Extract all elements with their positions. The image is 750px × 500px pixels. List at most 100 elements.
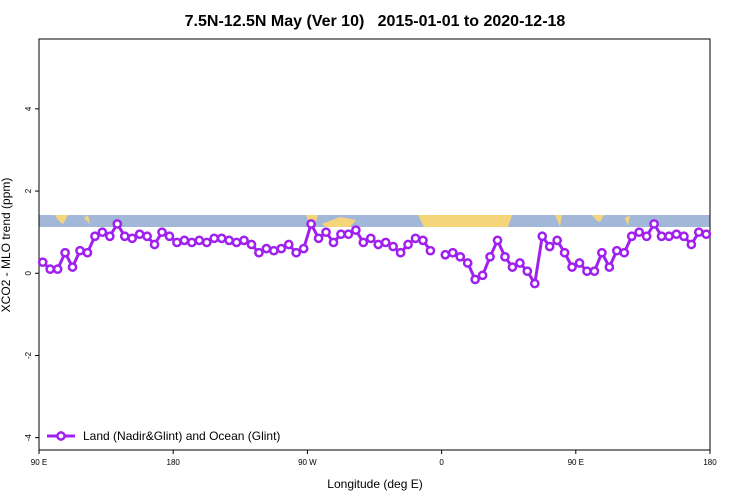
data-point xyxy=(358,237,369,248)
data-point xyxy=(380,237,391,248)
data-point xyxy=(485,251,495,262)
data-point xyxy=(134,229,145,240)
data-point xyxy=(492,235,503,246)
data-point xyxy=(425,245,436,256)
data-point xyxy=(231,237,242,248)
x-tick-label: 180 xyxy=(703,458,717,467)
data-point xyxy=(395,247,406,258)
data-point xyxy=(634,227,645,238)
data-point xyxy=(470,274,480,285)
data-point xyxy=(455,251,466,262)
data-point xyxy=(246,239,257,250)
data-point xyxy=(626,231,637,242)
data-point xyxy=(552,235,563,246)
data-point xyxy=(686,239,697,250)
data-point xyxy=(209,233,220,244)
data-point xyxy=(611,245,622,256)
data-point xyxy=(656,231,667,242)
data-point xyxy=(365,233,376,244)
data-point xyxy=(410,233,421,244)
x-tick-label: 90 E xyxy=(568,458,584,467)
data-point xyxy=(82,247,93,258)
data-point xyxy=(403,239,413,250)
data-point xyxy=(90,231,100,242)
data-point xyxy=(336,229,346,240)
data-point xyxy=(313,233,324,244)
data-point xyxy=(75,245,85,256)
x-tick-label: 0 xyxy=(439,458,444,467)
data-point xyxy=(52,264,63,275)
data-point xyxy=(619,247,630,258)
data-point xyxy=(186,237,197,248)
data-point xyxy=(298,243,309,254)
data-point xyxy=(172,237,182,248)
data-point xyxy=(306,219,316,229)
data-point xyxy=(567,262,577,272)
data-point xyxy=(164,231,175,242)
data-point xyxy=(500,251,510,262)
data-point xyxy=(440,249,451,260)
data-point xyxy=(582,266,592,277)
data-point xyxy=(507,262,518,272)
data-point xyxy=(693,227,704,238)
y-tick-label: -2 xyxy=(24,351,33,359)
data-point xyxy=(97,227,108,238)
chart-title: 7.5N-12.5N May (Ver 10) 2015-01-01 to 20… xyxy=(185,13,566,30)
x-axis-label: Longitude (deg E) xyxy=(327,477,422,491)
data-point xyxy=(462,258,473,268)
data-point xyxy=(589,266,600,277)
data-point xyxy=(641,231,652,242)
data-point xyxy=(194,235,205,246)
data-point xyxy=(291,247,302,258)
legend-marker xyxy=(56,431,66,441)
data-point xyxy=(321,227,331,238)
data-point xyxy=(477,270,488,281)
data-point xyxy=(104,231,115,242)
y-tick-label: 4 xyxy=(24,106,33,111)
data-point xyxy=(224,235,234,246)
y-tick-label: 0 xyxy=(24,270,33,275)
data-point xyxy=(283,239,294,250)
data-point xyxy=(179,235,190,246)
data-point xyxy=(239,235,249,246)
data-point xyxy=(254,247,264,258)
data-point xyxy=(537,231,548,242)
data-point xyxy=(328,237,339,248)
data-point xyxy=(597,247,607,258)
data-point xyxy=(649,219,659,229)
data-point xyxy=(529,278,540,289)
data-point xyxy=(149,239,160,250)
data-point xyxy=(544,241,555,252)
y-axis-label: XCO2 - MLO trend (ppm) xyxy=(0,178,13,313)
data-point xyxy=(261,243,272,254)
data-point xyxy=(515,258,525,268)
data-point xyxy=(418,235,428,246)
data-point xyxy=(142,231,152,242)
data-point xyxy=(559,247,570,258)
legend-label: Land (Nadir&Glint) and Ocean (Glint) xyxy=(83,429,280,443)
data-point xyxy=(45,264,56,275)
data-point xyxy=(127,233,138,244)
data-point xyxy=(276,243,287,254)
data-point xyxy=(119,231,130,242)
data-point xyxy=(671,229,682,240)
data-point xyxy=(112,219,123,229)
data-point xyxy=(269,245,279,256)
y-tick-label: -4 xyxy=(24,434,33,442)
data-point xyxy=(664,231,674,242)
x-tick-label: 180 xyxy=(167,458,181,467)
data-point xyxy=(373,239,384,250)
x-tick-label: 90 W xyxy=(298,458,317,467)
data-point xyxy=(216,233,227,244)
data-point xyxy=(67,262,78,272)
x-tick-label: 90 E xyxy=(31,458,47,467)
data-point xyxy=(604,262,615,272)
data-point xyxy=(447,247,458,258)
data-point xyxy=(351,225,361,235)
plot-frame xyxy=(38,38,711,451)
data-point xyxy=(60,247,70,258)
data-point xyxy=(201,237,212,248)
data-point xyxy=(157,227,167,238)
